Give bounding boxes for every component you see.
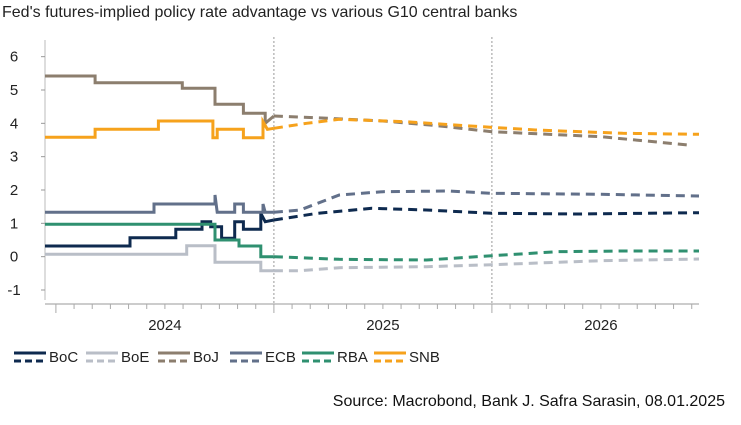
y-tick-label: 2 — [10, 182, 18, 199]
series-lines — [45, 74, 700, 273]
y-tick-label: 0 — [10, 249, 18, 266]
x-tick-label: 2025 — [366, 317, 399, 334]
series-boe-historical — [45, 244, 274, 273]
series-snb-forecast — [273, 117, 700, 136]
series-boj-historical — [45, 74, 275, 127]
legend-label-boc: BoC — [49, 349, 78, 366]
series-ecb-forecast — [273, 189, 700, 214]
series-boc-historical — [45, 212, 275, 248]
y-tick-label: 3 — [10, 149, 18, 166]
series-rba-historical — [45, 222, 274, 259]
series-ecb-historical — [45, 194, 274, 214]
legend-label-rba: RBA — [337, 349, 368, 366]
series-snb-historical — [45, 116, 275, 140]
legend-label-ecb: ECB — [265, 349, 296, 366]
series-boe-forecast — [273, 257, 700, 273]
x-tick-label: 2024 — [148, 317, 181, 334]
legend-label-snb: SNB — [409, 349, 440, 366]
legend: BoC BoE BoJ ECB RBA SNB — [14, 349, 440, 366]
source-note: Source: Macrobond, Bank J. Safra Sarasin… — [332, 393, 725, 410]
x-tick-label: 2026 — [584, 317, 617, 334]
series-boc-forecast — [273, 206, 700, 222]
y-tick-label: -1 — [7, 282, 20, 299]
y-tick-label: 1 — [10, 215, 18, 232]
divider-lines — [273, 37, 493, 304]
legend-label-boe: BoE — [121, 349, 149, 366]
y-axis: 6 5 4 3 2 1 0 -1 — [7, 40, 46, 300]
series-rba-forecast — [273, 249, 699, 262]
legend-label-boj: BoJ — [193, 349, 219, 366]
x-axis: 2024 2025 2026 — [45, 303, 699, 334]
y-tick-label: 5 — [10, 82, 18, 99]
y-tick-label: 4 — [10, 115, 18, 132]
y-tick-label: 6 — [10, 49, 18, 66]
chart-title: Fed's futures-implied policy rate advant… — [2, 4, 518, 21]
